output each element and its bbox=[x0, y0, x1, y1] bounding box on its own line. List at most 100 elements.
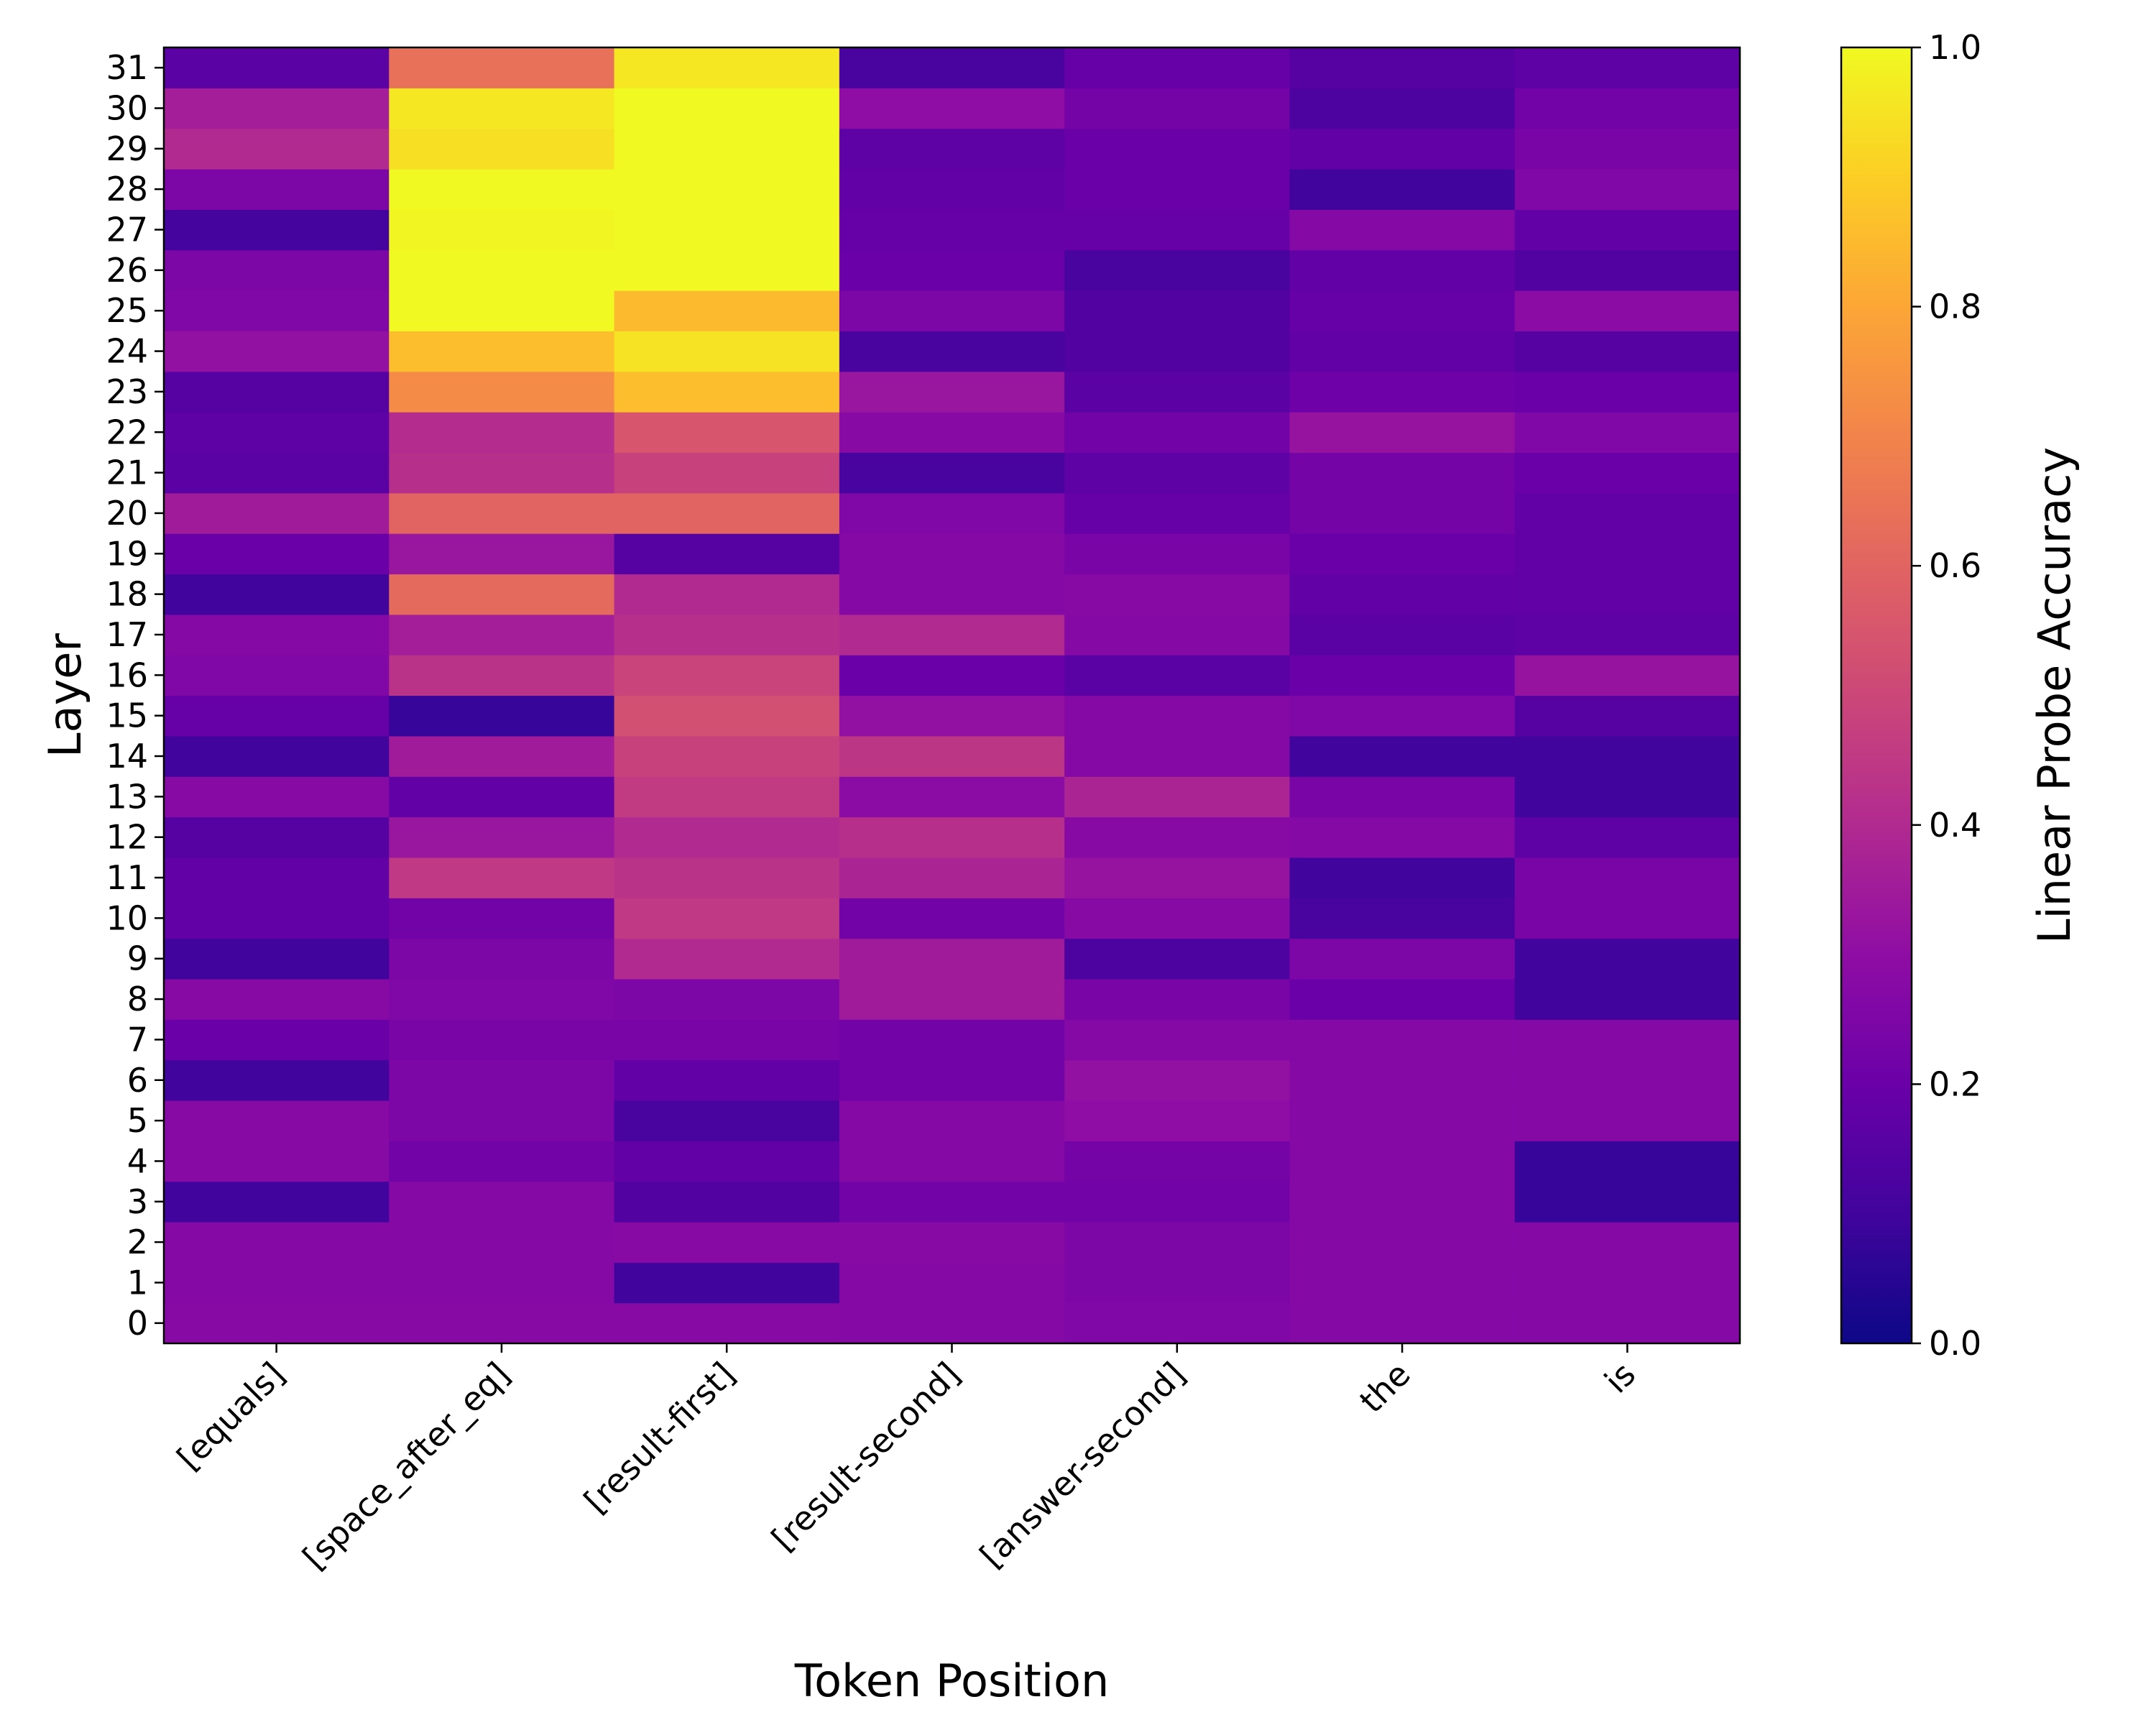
y-tick-label: 17 bbox=[106, 615, 148, 654]
heatmap-cell bbox=[1514, 816, 1741, 858]
heatmap-cell bbox=[839, 1181, 1065, 1223]
heatmap-cell bbox=[1289, 290, 1516, 331]
heatmap-cell bbox=[164, 331, 390, 372]
heatmap-cell bbox=[164, 371, 390, 413]
heatmap-cell bbox=[389, 209, 615, 251]
heatmap-cell bbox=[1064, 47, 1291, 88]
heatmap-cell bbox=[1514, 857, 1741, 898]
heatmap-cell bbox=[164, 88, 390, 129]
heatmap-cell bbox=[839, 655, 1065, 696]
heatmap-cell bbox=[839, 371, 1065, 413]
heatmap-cell bbox=[1514, 574, 1741, 615]
y-tick-label: 22 bbox=[106, 413, 148, 451]
heatmap-cell bbox=[1064, 290, 1291, 331]
y-tick-label: 8 bbox=[127, 980, 148, 1018]
colorbar-tick-label: 0.6 bbox=[1929, 546, 1981, 585]
heatmap-cell bbox=[164, 574, 390, 615]
heatmap-cell bbox=[614, 371, 840, 413]
heatmap-cell bbox=[614, 412, 840, 454]
heatmap-cell bbox=[614, 1059, 840, 1101]
heatmap-cell bbox=[1514, 776, 1741, 818]
heatmap-cell bbox=[1514, 695, 1741, 737]
y-tick-label: 20 bbox=[106, 494, 148, 533]
heatmap-cell bbox=[839, 331, 1065, 372]
heatmap-cell bbox=[164, 47, 390, 88]
heatmap-cell bbox=[164, 1141, 390, 1182]
x-tick-label: the bbox=[1352, 1355, 1418, 1421]
heatmap-cell bbox=[389, 412, 615, 454]
colorbar-tick-label: 0.0 bbox=[1929, 1324, 1981, 1363]
heatmap-cell bbox=[164, 169, 390, 210]
heatmap-cell bbox=[1514, 492, 1741, 534]
heatmap-cell bbox=[389, 614, 615, 656]
x-axis-label: Token Position bbox=[794, 1655, 1110, 1707]
heatmap-cell bbox=[389, 857, 615, 898]
heatmap-cell bbox=[839, 816, 1065, 858]
heatmap-cell bbox=[389, 735, 615, 777]
heatmap-cell bbox=[164, 735, 390, 777]
heatmap-cell bbox=[839, 735, 1065, 777]
colorbar-label: Linear Probe Accuracy bbox=[2028, 447, 2081, 944]
heatmap-cell bbox=[1514, 735, 1741, 777]
heatmap-cell bbox=[1064, 412, 1291, 454]
heatmap-cell bbox=[1064, 1221, 1291, 1263]
heatmap-cell bbox=[1289, 371, 1516, 413]
y-tick-label: 26 bbox=[106, 251, 148, 290]
heatmap-cell bbox=[389, 1221, 615, 1263]
colorbar-ticks: 0.0 0.2 0.4 0.6 0.8 1.0 bbox=[1912, 28, 1981, 1363]
heatmap-cell bbox=[389, 249, 615, 291]
heatmap-cell bbox=[164, 128, 390, 170]
heatmap-cell bbox=[1289, 533, 1516, 575]
heatmap-cell bbox=[1064, 978, 1291, 1020]
heatmap-cell bbox=[1064, 128, 1291, 170]
heatmap-cell bbox=[614, 816, 840, 858]
y-tick-label: 14 bbox=[106, 737, 148, 776]
heatmap-cell bbox=[1289, 816, 1516, 858]
heatmap-cell bbox=[164, 816, 390, 858]
heatmap-cell bbox=[839, 1141, 1065, 1182]
heatmap-cell bbox=[1514, 1262, 1741, 1304]
x-tick-label: [equals] bbox=[170, 1355, 292, 1478]
heatmap-cell bbox=[614, 1221, 840, 1263]
heatmap-cell bbox=[839, 1302, 1065, 1344]
heatmap-cell bbox=[839, 1262, 1065, 1304]
heatmap-cell bbox=[614, 331, 840, 372]
heatmap-cell bbox=[839, 1221, 1065, 1263]
y-tick-label: 3 bbox=[127, 1182, 148, 1221]
y-axis-label: Layer bbox=[39, 633, 91, 758]
heatmap-cell bbox=[389, 574, 615, 615]
heatmap-cell bbox=[1514, 169, 1741, 210]
heatmap-cell bbox=[164, 290, 390, 331]
heatmap-cell bbox=[389, 1181, 615, 1223]
heatmap-cell bbox=[164, 1059, 390, 1101]
y-tick-label: 27 bbox=[106, 211, 148, 249]
heatmap-cell bbox=[1514, 452, 1741, 494]
heatmap-cell bbox=[1289, 938, 1516, 980]
y-tick-label: 15 bbox=[106, 696, 148, 735]
heatmap-cell bbox=[1289, 1019, 1516, 1061]
y-tick-label: 2 bbox=[127, 1223, 148, 1261]
y-tick-label: 21 bbox=[106, 454, 148, 492]
colorbar-tick-label: 0.4 bbox=[1929, 806, 1981, 845]
heatmap-cell bbox=[1064, 452, 1291, 494]
colorbar bbox=[1840, 46, 1913, 1345]
heatmap-cell bbox=[839, 249, 1065, 291]
heatmap-cell bbox=[1289, 898, 1516, 939]
heatmap-cell bbox=[1289, 169, 1516, 210]
heatmap-cell bbox=[1064, 169, 1291, 210]
heatmap-cell bbox=[389, 1141, 615, 1182]
heatmap-cell bbox=[614, 655, 840, 696]
heatmap-cell bbox=[839, 574, 1065, 615]
heatmap-cell bbox=[1064, 1262, 1291, 1304]
heatmap-cell bbox=[1064, 898, 1291, 939]
heatmap-cell bbox=[1289, 452, 1516, 494]
y-tick-label: 13 bbox=[106, 777, 148, 816]
heatmap-cell bbox=[1289, 209, 1516, 251]
heatmap-cell bbox=[614, 1302, 840, 1344]
heatmap-cell bbox=[1514, 412, 1741, 454]
heatmap-cell bbox=[1064, 1141, 1291, 1182]
heatmap-cell bbox=[389, 938, 615, 980]
heatmap-cell bbox=[614, 695, 840, 737]
y-tick-label: 24 bbox=[106, 332, 148, 371]
heatmap-cell bbox=[164, 898, 390, 939]
